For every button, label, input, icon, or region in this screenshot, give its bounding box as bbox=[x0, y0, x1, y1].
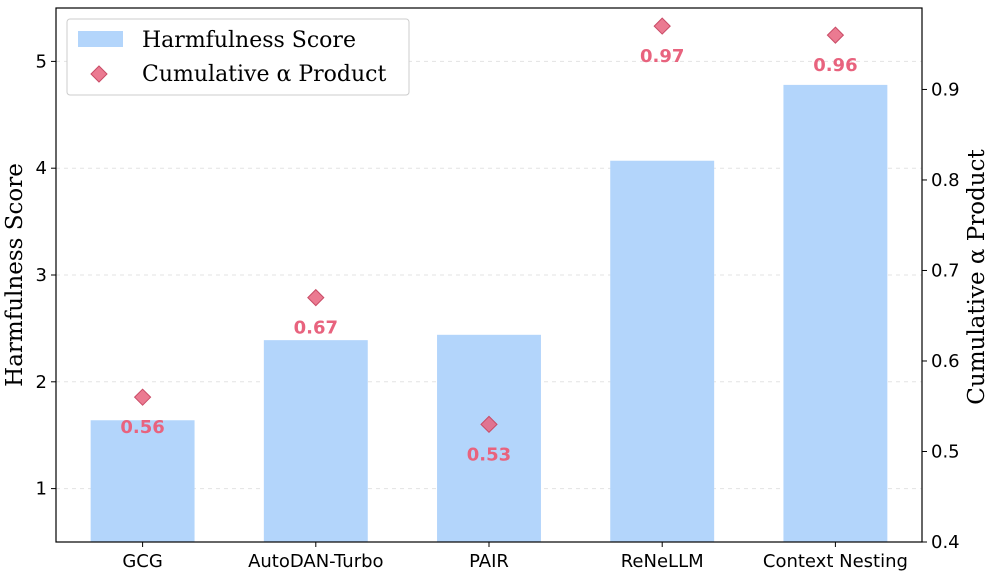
data-labels: 0.56 0.67 0.53 0.97 0.96 bbox=[120, 46, 857, 465]
x-tick-label: ReNeLLM bbox=[621, 551, 704, 572]
data-point bbox=[480, 415, 498, 434]
y-axis-title: Harmfulness Score bbox=[2, 163, 28, 387]
x-tick-label: PAIR bbox=[469, 551, 509, 572]
y-tick-label: 3 bbox=[36, 265, 47, 286]
data-point bbox=[653, 17, 671, 35]
bar bbox=[437, 334, 541, 542]
y2-tick-label: 0.7 bbox=[931, 260, 960, 281]
data-point bbox=[826, 26, 845, 44]
bar bbox=[610, 160, 715, 542]
x-axis: GCG AutoDAN-Turbo PAIR ReNeLLM Context Nesti… bbox=[122, 542, 908, 572]
x-tick-label: AutoDAN-Turbo bbox=[248, 551, 383, 572]
legend-diamond-swatch bbox=[90, 65, 108, 83]
y-tick-label: 4 bbox=[36, 158, 47, 179]
data-point bbox=[133, 388, 152, 406]
y2-tick-label: 0.9 bbox=[931, 79, 960, 100]
y2-tick-label: 0.4 bbox=[931, 532, 960, 553]
legend-label-alpha-product: Cumulative α Product bbox=[142, 62, 386, 87]
bar bbox=[263, 340, 368, 542]
left-y-axis: 1 2 3 4 5 bbox=[36, 51, 56, 500]
bar bbox=[783, 84, 888, 542]
x-tick-label: Context Nesting bbox=[763, 551, 908, 572]
data-label: 0.53 bbox=[467, 444, 511, 465]
y-tick-label: 1 bbox=[36, 479, 47, 500]
data-label: 0.96 bbox=[813, 55, 857, 76]
y-tick-label: 5 bbox=[36, 51, 47, 72]
bar bbox=[90, 420, 195, 542]
legend-label-harmfulness: Harmfulness Score bbox=[142, 28, 356, 53]
x-tick-label: GCG bbox=[122, 551, 162, 572]
data-label: 0.67 bbox=[294, 318, 338, 339]
y2-tick-label: 0.6 bbox=[931, 351, 960, 372]
bars bbox=[90, 84, 888, 542]
legend: Harmfulness Score Cumulative α Product bbox=[66, 18, 410, 96]
data-point bbox=[307, 288, 325, 307]
right-y-axis: 0.4 0.5 0.6 0.7 0.8 0.9 bbox=[922, 79, 960, 553]
points bbox=[133, 17, 845, 434]
data-label: 0.97 bbox=[640, 46, 684, 67]
data-label: 0.56 bbox=[120, 417, 164, 438]
y2-tick-label: 0.5 bbox=[931, 441, 960, 462]
y-tick-label: 2 bbox=[36, 372, 47, 393]
legend-box bbox=[66, 18, 410, 96]
y2-axis-title: Cumulative α Product bbox=[964, 149, 990, 405]
y2-tick-label: 0.8 bbox=[931, 170, 960, 191]
legend-bar-swatch bbox=[78, 31, 123, 47]
